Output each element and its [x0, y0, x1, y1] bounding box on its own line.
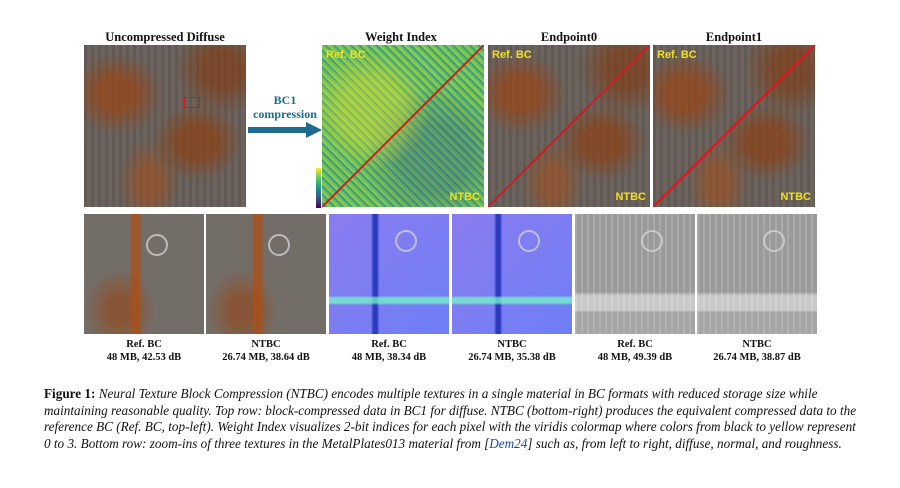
caption-normal-ntbc: NTBC 26.74 MB, 35.38 dB: [447, 338, 577, 364]
weight-index-image: Ref. BC NTBC: [322, 45, 484, 207]
diagonal-split-line: [653, 45, 815, 207]
caption-roughness-ntbc: NTBC 26.74 MB, 38.87 dB: [692, 338, 822, 364]
bc1-compression-label: BC1 compression: [253, 93, 317, 121]
zoom-normal-ntbc: [452, 214, 572, 334]
zoom-region-marker: [184, 97, 200, 108]
zoom-diffuse-ref-bc: [84, 214, 204, 334]
caption-stats: 48 MB, 38.34 dB: [351, 352, 427, 363]
rivet-circle: [763, 230, 785, 252]
figure-label: Figure 1:: [44, 386, 96, 401]
caption-roughness-ref-bc: Ref. BC 48 MB, 49.39 dB: [575, 338, 695, 364]
caption-stats: 48 MB, 42.53 dB: [106, 352, 182, 363]
caption-stats: 26.74 MB, 35.38 dB: [468, 352, 556, 363]
rivet-circle: [146, 234, 168, 256]
caption-diffuse-ntbc: NTBC 26.74 MB, 38.64 dB: [206, 338, 326, 364]
citation-link[interactable]: Dem24: [489, 435, 528, 451]
label-ref-bc: Ref. BC: [326, 49, 366, 61]
viridis-colorbar: [316, 168, 321, 208]
caption-normal-ref-bc: Ref. BC 48 MB, 38.34 dB: [329, 338, 449, 364]
caption-name: Ref. BC: [371, 339, 407, 350]
diagonal-split-line: [488, 45, 650, 207]
caption-stats: 26.74 MB, 38.64 dB: [222, 352, 310, 363]
title-endpoint0: Endpoint0: [540, 30, 598, 44]
caption-name: Ref. BC: [126, 339, 162, 350]
rivet-circle: [518, 230, 540, 252]
compression-arrow-icon: [248, 122, 322, 138]
title-weight-index: Weight Index: [365, 30, 437, 44]
title-uncompressed-diffuse: Uncompressed Diffuse: [105, 30, 225, 44]
caption-name: NTBC: [497, 339, 527, 350]
rivet-circle: [268, 234, 290, 256]
caption-stats: 26.74 MB, 38.87 dB: [713, 352, 801, 363]
figure-caption: Figure 1: Neural Texture Block Compressi…: [44, 386, 860, 452]
label-ntbc: NTBC: [449, 191, 480, 203]
caption-name: NTBC: [251, 339, 281, 350]
uncompressed-diffuse-image: [84, 45, 246, 207]
zoom-diffuse-ntbc: [206, 214, 326, 334]
label-ntbc: NTBC: [780, 191, 811, 203]
endpoint1-image: Ref. BC NTBC: [653, 45, 815, 207]
caption-name: Ref. BC: [617, 339, 653, 350]
label-ntbc: NTBC: [615, 191, 646, 203]
label-ref-bc: Ref. BC: [657, 49, 697, 61]
figure-text-part1: Neural Texture Block Compression (NTBC) …: [44, 386, 857, 451]
diagonal-split-line: [322, 45, 484, 207]
label-ref-bc: Ref. BC: [492, 49, 532, 61]
endpoint0-image: Ref. BC NTBC: [488, 45, 650, 207]
figure-text-part2: ] such as, from left to right, diffuse, …: [527, 435, 842, 451]
zoom-roughness-ntbc: [697, 214, 817, 334]
caption-stats: 48 MB, 49.39 dB: [597, 352, 673, 363]
zoom-roughness-ref-bc: [575, 214, 695, 334]
rivet-circle: [641, 230, 663, 252]
caption-diffuse-ref-bc: Ref. BC 48 MB, 42.53 dB: [84, 338, 204, 364]
zoom-normal-ref-bc: [329, 214, 449, 334]
caption-name: NTBC: [742, 339, 772, 350]
title-endpoint1: Endpoint1: [705, 30, 763, 44]
rivet-circle: [395, 230, 417, 252]
